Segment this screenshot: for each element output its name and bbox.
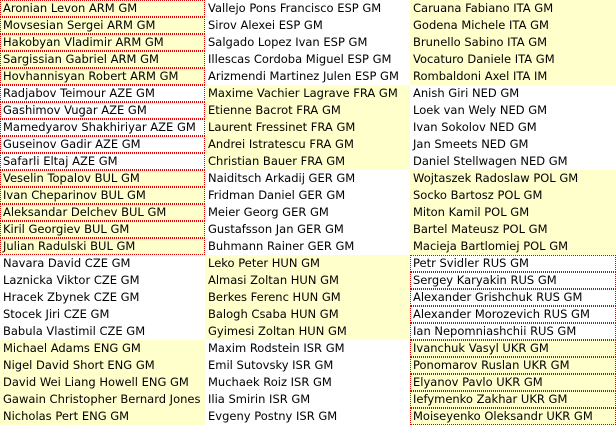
player-cell[interactable]: Stocek Jiri CZE GM	[3, 307, 110, 321]
player-cell[interactable]: Movsesian Sergei ARM GM	[0, 17, 205, 34]
player-cell[interactable]: Hakobyan Vladimir ARM GM	[0, 34, 205, 51]
player-cell[interactable]: Nicholas Pert ENG GM	[0, 408, 205, 425]
player-cell[interactable]: Vallejo Pons Francisco ESP GM	[208, 1, 382, 15]
player-cell[interactable]: Arizmendi Martinez Julen ESP GM	[208, 69, 399, 83]
player-cell[interactable]: Almasi Zoltan HUN GM	[205, 272, 410, 289]
player-cell[interactable]: Navara David CZE GM	[3, 256, 131, 270]
player-cell[interactable]: Godena Michele ITA GM	[410, 17, 616, 34]
player-cell[interactable]: Sirov Alexei ESP GM	[208, 18, 323, 32]
player-cell[interactable]: Alexander Morozevich RUS GM	[410, 306, 616, 323]
player-cell[interactable]: Ilia Smirin ISR GM	[208, 392, 311, 406]
player-cell[interactable]: Babula Vlastimil CZE GM	[3, 324, 146, 338]
player-cell[interactable]: Illescas Cordoba Miguel ESP GM	[208, 52, 392, 66]
player-cell[interactable]: Gustafsson Jan GER GM	[208, 222, 344, 236]
player-cell[interactable]: Guseinov Gadir AZE GM	[0, 136, 205, 153]
player-cell[interactable]: Laznicka Viktor CZE GM	[3, 273, 140, 287]
player-cell[interactable]: Gyimesi Zoltan HUN GM	[205, 323, 410, 340]
player-cell[interactable]: Nigel David Short ENG GM	[0, 357, 205, 374]
player-cell[interactable]: David Wei Liang Howell ENG GM	[0, 374, 205, 391]
player-cell[interactable]: Ian Nepomniashchii RUS GM	[410, 323, 616, 340]
player-cell[interactable]: Naiditsch Arkadij GER GM	[208, 171, 356, 185]
player-cell[interactable]: Etienne Bacrot FRA GM	[205, 102, 410, 119]
player-cell[interactable]: Sargissian Gabriel ARM GM	[0, 51, 205, 68]
player-cell[interactable]: Maxime Vachier Lagrave FRA GM	[205, 85, 410, 102]
player-cell[interactable]: Brunello Sabino ITA GM	[410, 34, 616, 51]
player-cell[interactable]: Loek van Wely NED GM	[413, 103, 548, 117]
player-cell[interactable]: Hovhannisyan Robert ARM GM	[0, 68, 205, 85]
player-cell[interactable]: Bartel Mateusz POL GM	[410, 221, 616, 238]
player-cell[interactable]: Aleksandar Delchev BUL GM	[0, 204, 205, 221]
player-cell[interactable]: Aronian Levon ARM GM	[0, 0, 205, 17]
player-cell[interactable]: Buhmann Rainer GER GM	[208, 239, 355, 253]
player-cell[interactable]: Petr Svidler RUS GM	[410, 255, 616, 272]
player-cell[interactable]: Ivan Cheparinov BUL GM	[0, 187, 205, 204]
player-cell[interactable]: Balogh Csaba HUN GM	[205, 306, 410, 323]
player-cell[interactable]: Radjabov Teimour AZE GM	[0, 85, 205, 102]
player-cell[interactable]: Salgado Lopez Ivan ESP GM	[208, 35, 368, 49]
player-cell[interactable]: Michael Adams ENG GM	[0, 340, 205, 357]
player-cell[interactable]: Julian Radulski BUL GM	[0, 238, 205, 255]
player-cell[interactable]: Sergey Karyakin RUS GM	[410, 272, 616, 289]
player-cell[interactable]: Jan Smeets NED GM	[413, 137, 529, 151]
player-cell[interactable]: Maxim Rodstein ISR GM	[208, 341, 345, 355]
player-cell[interactable]: Elyanov Pavlo UKR GM	[410, 374, 616, 391]
player-cell[interactable]: Mamedyarov Shakhiriyar AZE GM	[0, 119, 205, 136]
player-cell[interactable]: Anish Giri NED GM	[413, 86, 520, 100]
player-cell[interactable]: Berkes Ferenc HUN GM	[205, 289, 410, 306]
player-cell[interactable]: Iefymenko Zakhar UKR GM	[410, 391, 616, 408]
player-cell[interactable]: Ivan Sokolov NED GM	[413, 120, 537, 134]
player-cell[interactable]: Gawain Christopher Bernard Jones	[0, 391, 205, 408]
player-cell[interactable]: Alexander Grishchuk RUS GM	[410, 289, 616, 306]
player-cell[interactable]: Kiril Georgiev BUL GM	[0, 221, 205, 238]
player-cell[interactable]: Fridman Daniel GER GM	[208, 188, 346, 202]
player-cell[interactable]: Macieja Bartlomiej POL GM	[410, 238, 616, 255]
player-cell[interactable]: Andrei Istratescu FRA GM	[205, 136, 410, 153]
player-cell[interactable]: Emil Sutovsky ISR GM	[208, 358, 334, 372]
player-cell[interactable]: Socko Bartosz POL GM	[410, 187, 616, 204]
player-cell[interactable]: Wojtaszek Radoslaw POL GM	[410, 170, 616, 187]
player-cell[interactable]: Moiseyenko Oleksandr UKR GM	[410, 408, 616, 425]
player-cell[interactable]: Rombaldoni Axel ITA IM	[410, 68, 616, 85]
player-cell[interactable]: Evgeny Postny ISR GM	[208, 409, 338, 423]
player-cell[interactable]: Ponomarov Ruslan UKR GM	[410, 357, 616, 374]
player-cell[interactable]: Leko Peter HUN GM	[205, 255, 410, 272]
player-cell[interactable]: Veselin Topalov BUL GM	[0, 170, 205, 187]
player-cell[interactable]: Ivanchuk Vasyl UKR GM	[410, 340, 616, 357]
player-cell[interactable]: Daniel Stellwagen NED GM	[413, 154, 568, 168]
player-cell[interactable]: Christian Bauer FRA GM	[205, 153, 410, 170]
player-cell[interactable]: Muchaek Roiz ISR GM	[208, 375, 332, 389]
player-cell[interactable]: Vocaturo Daniele ITA GM	[410, 51, 616, 68]
player-cell[interactable]: Hracek Zbynek CZE GM	[3, 290, 140, 304]
player-cell[interactable]: Caruana Fabiano ITA GM	[410, 0, 616, 17]
player-cell[interactable]: Meier Georg GER GM	[208, 205, 329, 219]
player-cell[interactable]: Miton Kamil POL GM	[410, 204, 616, 221]
player-cell[interactable]: Gashimov Vugar AZE GM	[0, 102, 205, 119]
player-cell[interactable]: Safarli Eltaj AZE GM	[0, 153, 205, 170]
player-cell[interactable]: Laurent Fressinet FRA GM	[205, 119, 410, 136]
